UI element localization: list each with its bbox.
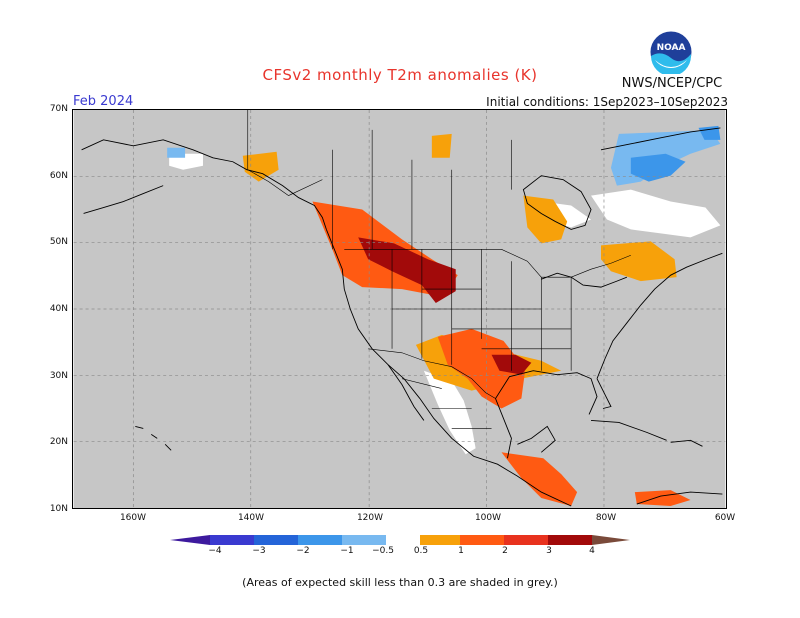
noaa-logo-icon: NOAA: [649, 30, 693, 74]
neutral-area-quebec: [591, 189, 721, 238]
cuba: [591, 419, 667, 441]
labrador-coast: [600, 127, 721, 151]
warm-area-northwest: [431, 133, 452, 158]
anomaly-map: [72, 109, 727, 509]
us-mexico-border: [368, 348, 496, 399]
colorbar-swatch: [298, 535, 342, 545]
colorbar-swatch: [210, 535, 254, 545]
lon-label-60w: 60W: [714, 513, 736, 523]
alaska-canada-border: [247, 110, 289, 196]
neutral-area-mexico: [423, 370, 476, 455]
colorbar-label: −1: [340, 546, 354, 556]
west-coast: [325, 229, 572, 507]
colorbar: [170, 535, 630, 545]
great-lakes: [541, 272, 628, 288]
skill-footnote: (Areas of expected skill less than 0.3 a…: [242, 576, 558, 589]
lat-label-70n: 70N: [49, 104, 68, 114]
cold-area-labrador-coast: [698, 125, 721, 140]
lon-label-140w: 140W: [237, 513, 265, 523]
lat-label-50n: 50N: [49, 237, 68, 247]
lon-label-80w: 80W: [595, 513, 617, 523]
colorbar-swatch: [548, 535, 592, 545]
colorbar-label: −0.5: [372, 546, 394, 556]
lat-label-60n: 60N: [49, 171, 68, 181]
warm-area-hudson-bay: [523, 195, 568, 244]
warm-area-alaska-coast: [242, 151, 279, 182]
political-boundaries: [247, 110, 631, 429]
lat-label-40n: 40N: [49, 304, 68, 314]
colorbar-label: −2: [296, 546, 310, 556]
colorbar-swatch: [504, 535, 548, 545]
agency-label: NWS/NCEP/CPC: [621, 76, 723, 91]
warm-area-rockies: [358, 237, 456, 304]
lat-label-10n: 10N: [49, 504, 68, 514]
lat-label-20n: 20N: [49, 437, 68, 447]
aleutian-chain: [83, 185, 164, 214]
forecast-month: Feb 2024: [73, 94, 134, 109]
hudson-bay: [522, 175, 592, 230]
south-america-coast: [636, 491, 723, 505]
mexico-state-lines: [401, 378, 492, 429]
florida: [596, 378, 612, 409]
lat-label-30n: 30N: [49, 371, 68, 381]
warm-area-central-america: [501, 452, 578, 507]
east-coast: [596, 252, 723, 379]
canada-province-lines: [288, 129, 512, 250]
lon-label-120w: 120W: [356, 513, 384, 523]
us-canada-border: [344, 249, 631, 278]
anomaly-shading: [167, 125, 721, 507]
colorbar-swatch: [460, 535, 504, 545]
hispaniola: [670, 439, 703, 447]
colorbar-swatch: [342, 535, 386, 545]
colorbar-swatch: [254, 535, 298, 545]
yucatan: [517, 425, 556, 453]
colorbar-arrow-min: [170, 535, 210, 545]
lon-label-160w: 160W: [119, 513, 147, 523]
chart-title: CFSv2 monthly T2m anomalies (K): [262, 66, 538, 84]
colorbar-swatch: [420, 535, 460, 545]
coastlines: [81, 127, 723, 507]
colorbar-label: −3: [252, 546, 266, 556]
colorbar-label: 4: [589, 546, 595, 556]
colorbar-arrow-max: [592, 535, 630, 545]
colorbar-swatch: [386, 535, 420, 545]
gulf-coast: [495, 370, 598, 459]
logo-text: NOAA: [657, 43, 686, 53]
colorbar-label: 0.5: [413, 546, 429, 556]
initial-conditions: Initial conditions: 1Sep2023–10Sep2023: [486, 95, 728, 109]
cold-area-quebec-deep: [630, 153, 686, 182]
alaska-coastline: [81, 139, 327, 230]
cold-area-alaska: [167, 147, 186, 158]
us-state-lines: [391, 249, 572, 371]
colorbar-label: −4: [208, 546, 222, 556]
baja-peninsula: [387, 364, 425, 421]
warm-area-east-canada: [600, 241, 677, 282]
hawaii: [135, 425, 172, 451]
colorbar-label: 1: [458, 546, 464, 556]
colorbar-label: 2: [502, 546, 508, 556]
lon-label-100w: 100W: [474, 513, 502, 523]
colorbar-label: 3: [546, 546, 552, 556]
